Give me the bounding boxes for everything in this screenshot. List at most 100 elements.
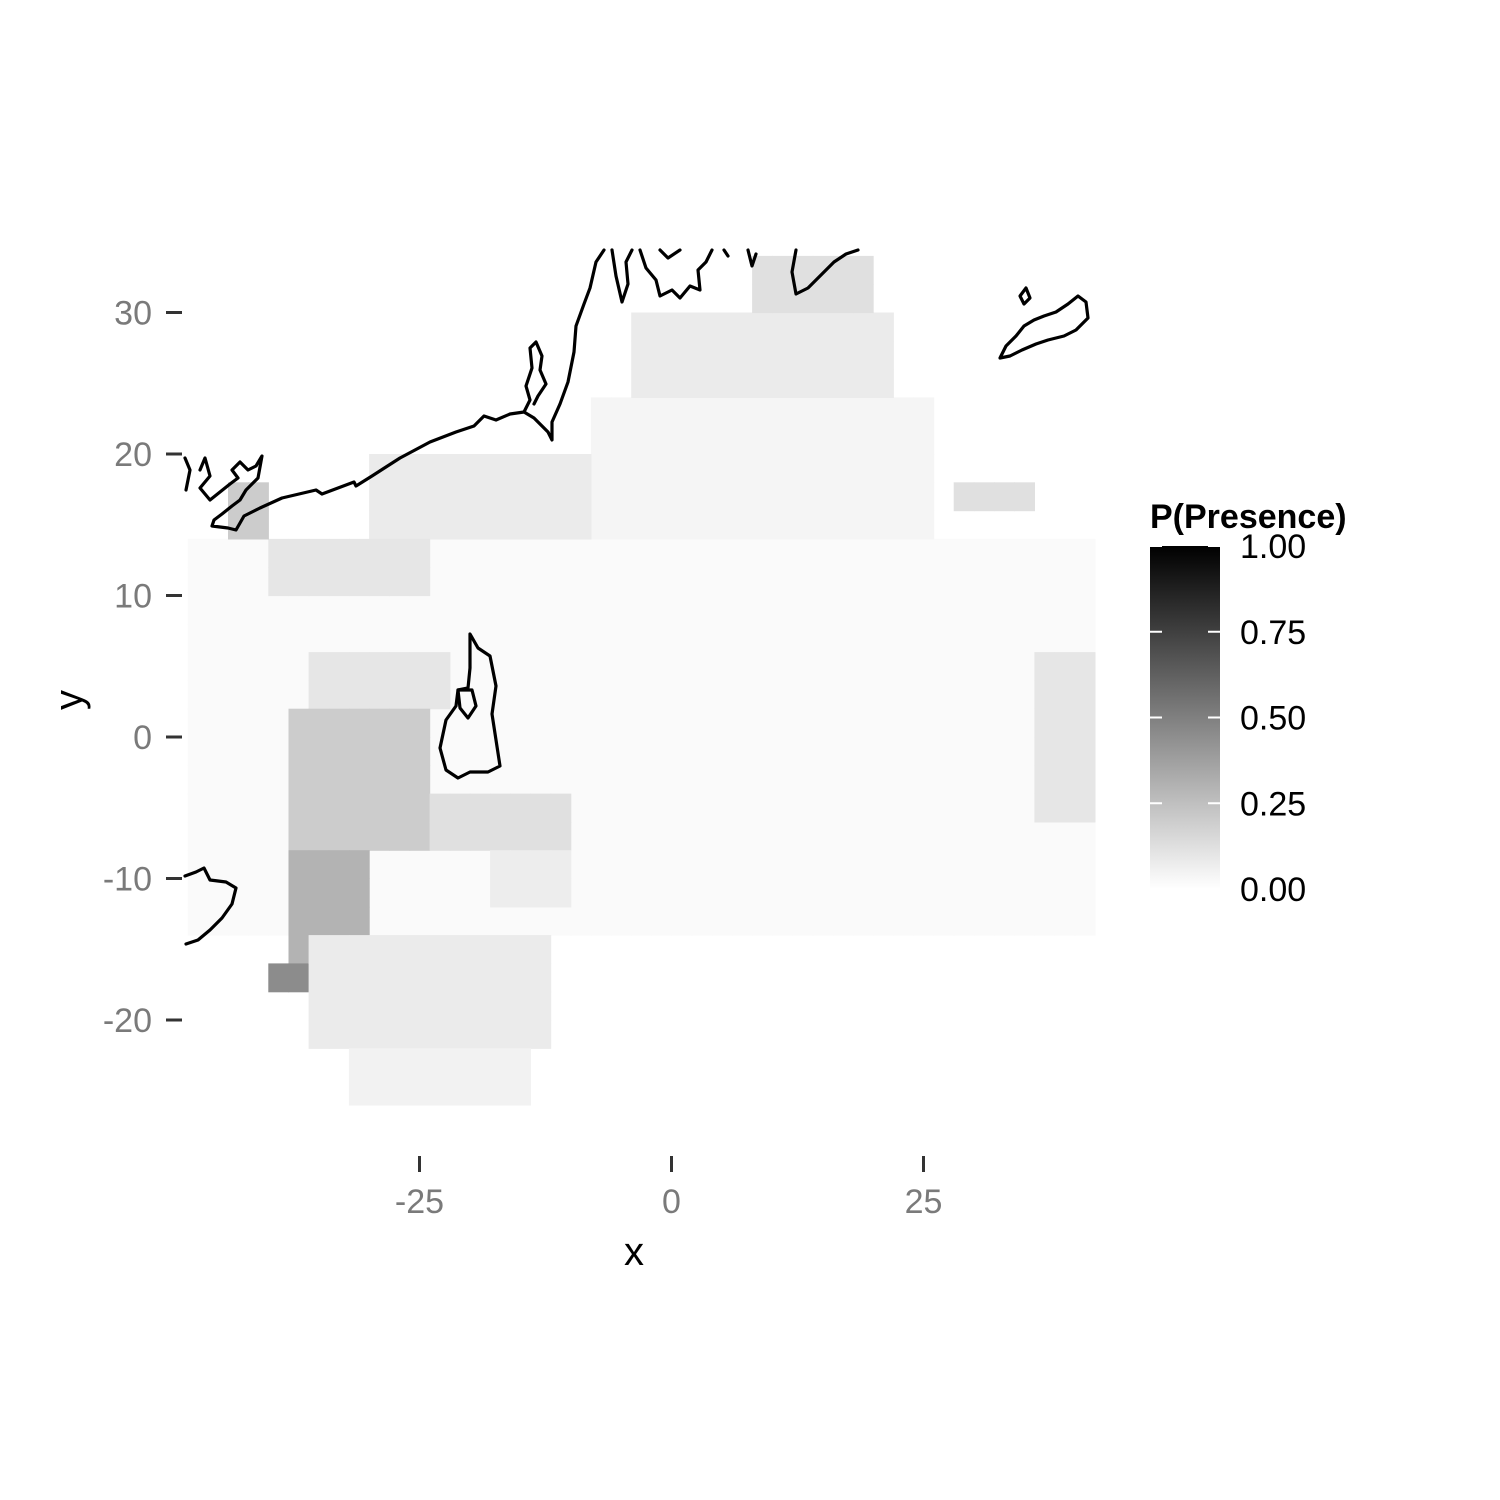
- heatmap-cell: [752, 906, 773, 936]
- heatmap-cell: [671, 652, 693, 681]
- heatmap-cell: [792, 595, 814, 625]
- heatmap-cell: [530, 821, 552, 851]
- heatmap-cell: [510, 482, 531, 512]
- heatmap-cell: [953, 595, 975, 625]
- heatmap-cell: [328, 850, 350, 880]
- heatmap-cell: [651, 510, 673, 540]
- heatmap-cell: [590, 793, 612, 823]
- heatmap-cell: [852, 878, 874, 908]
- heatmap-cell: [732, 708, 753, 738]
- heatmap-cell: [248, 708, 269, 738]
- heatmap-cell: [510, 991, 531, 1021]
- heatmap-cell: [772, 482, 794, 512]
- heatmap-cell: [772, 850, 794, 880]
- heatmap-cell: [409, 878, 431, 908]
- heatmap-cell: [550, 737, 572, 766]
- heatmap-cell: [611, 793, 632, 823]
- heatmap-cell: [570, 510, 592, 540]
- heatmap-cell: [348, 538, 370, 568]
- heatmap-cell: [732, 510, 753, 540]
- heatmap-cell: [308, 935, 330, 964]
- heatmap-cell: [711, 482, 733, 512]
- heatmap-cell: [348, 737, 370, 766]
- heatmap-cell: [752, 340, 773, 370]
- heatmap-cell: [308, 595, 330, 625]
- heatmap-cell: [1034, 623, 1056, 653]
- heatmap-cell: [228, 737, 249, 766]
- heatmap-cell: [369, 454, 390, 483]
- heatmap-cell: [973, 680, 995, 710]
- heatmap-cell: [973, 737, 995, 766]
- heatmap-cell: [389, 1020, 411, 1049]
- heatmap-cell: [732, 850, 753, 880]
- heatmap-cell: [812, 482, 834, 512]
- heatmap-cell: [348, 793, 370, 823]
- heatmap-cell: [510, 1020, 531, 1049]
- heatmap-cell: [711, 708, 733, 738]
- heatmap-cell: [792, 737, 814, 766]
- heatmap-cell: [832, 369, 854, 398]
- heatmap-cell: [268, 821, 290, 851]
- heatmap-cell: [651, 567, 673, 597]
- heatmap-cell: [409, 623, 431, 653]
- heatmap-cell: [409, 538, 431, 568]
- heatmap-cell: [369, 623, 390, 653]
- heatmap-cell: [510, 538, 531, 568]
- heatmap-cell: [590, 708, 612, 738]
- heatmap-cell: [530, 935, 552, 964]
- heatmap-cell: [832, 878, 854, 908]
- heatmap-cell: [913, 906, 935, 936]
- heatmap-cell: [732, 312, 753, 342]
- heatmap-cell: [288, 595, 310, 625]
- heatmap-cell: [691, 850, 713, 880]
- heatmap-cell: [389, 680, 411, 710]
- heatmap-cell: [469, 652, 491, 681]
- heatmap-cell: [691, 482, 713, 512]
- heatmap-cell: [449, 878, 471, 908]
- heatmap-cell: [328, 567, 350, 597]
- heatmap-cell: [732, 765, 753, 795]
- heatmap-cell: [873, 708, 894, 738]
- legend-label: 0.00: [1240, 871, 1306, 909]
- heatmap-cell: [913, 821, 935, 851]
- heatmap-cell: [732, 567, 753, 597]
- heatmap-cell: [1074, 708, 1096, 738]
- heatmap-cell: [893, 595, 915, 625]
- heatmap-cell: [671, 454, 693, 483]
- heatmap-cell: [1054, 850, 1076, 880]
- heatmap-cell: [590, 623, 612, 653]
- heatmap-cell: [711, 793, 733, 823]
- heatmap-cell: [449, 963, 471, 993]
- heatmap-cell: [953, 623, 975, 653]
- heatmap-cell: [732, 425, 753, 455]
- heatmap-cell: [369, 538, 390, 568]
- heatmap-cell: [913, 482, 935, 512]
- heatmap-cell: [288, 963, 310, 993]
- heatmap-cell: [994, 765, 1015, 795]
- heatmap-cell: [752, 510, 773, 540]
- x-axis: -25 0 25: [395, 1156, 942, 1221]
- heatmap-cell: [490, 1048, 511, 1078]
- heatmap-cell: [893, 765, 915, 795]
- heatmap-cell: [228, 765, 249, 795]
- heatmap-cell: [449, 737, 471, 766]
- heatmap-cell: [973, 482, 995, 512]
- heatmap-cell: [732, 482, 753, 512]
- heatmap-cell: [873, 850, 894, 880]
- heatmap-cell: [348, 623, 370, 653]
- heatmap-cell: [369, 595, 390, 625]
- heatmap-cell: [772, 878, 794, 908]
- heatmap-cell: [732, 595, 753, 625]
- heatmap-cell: [893, 538, 915, 568]
- heatmap-cell: [732, 538, 753, 568]
- heatmap-cell: [550, 595, 572, 625]
- heatmap-cell: [449, 454, 471, 483]
- heatmap-cell: [207, 737, 229, 766]
- heatmap-cell: [611, 878, 632, 908]
- heatmap-cell: [772, 255, 794, 285]
- heatmap-cell: [469, 991, 491, 1021]
- heatmap-cell: [711, 538, 733, 568]
- heatmap-cell: [469, 821, 491, 851]
- heatmap-cell: [328, 1020, 350, 1049]
